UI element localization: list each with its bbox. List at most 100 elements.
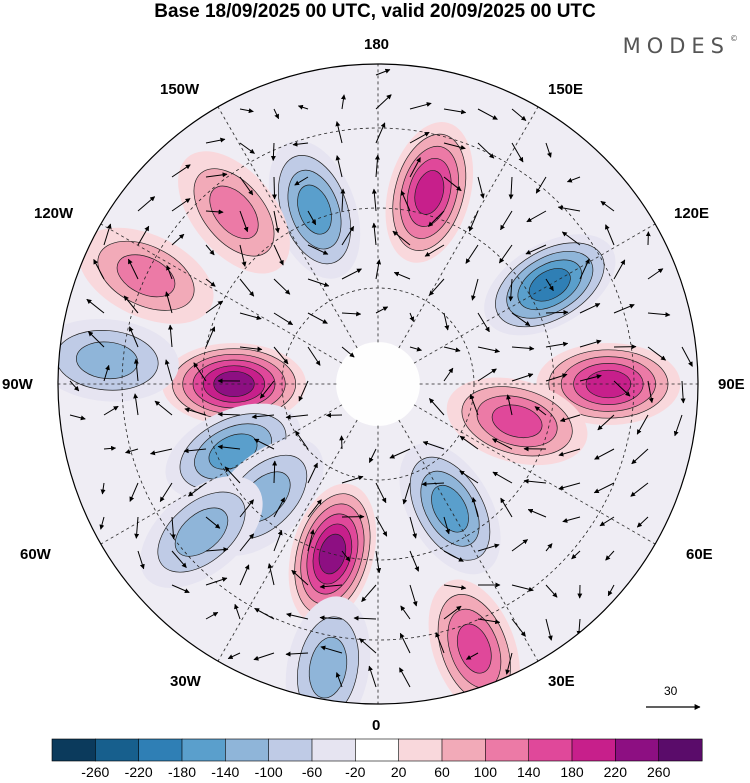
- wind-vector: [511, 345, 535, 351]
- wind-vector: [253, 438, 275, 450]
- wind-vector: [508, 278, 514, 302]
- wind-vector: [545, 142, 552, 158]
- wind-vector: [561, 231, 581, 246]
- wind-vector: [465, 244, 479, 264]
- wind-vector: [239, 533, 255, 552]
- wind-vector: [647, 312, 671, 318]
- wind-vector: [534, 406, 547, 416]
- wind-vector: [600, 200, 615, 212]
- lon-label-180: 180: [364, 36, 390, 53]
- wind-vector: [636, 516, 649, 528]
- wind-vector: [477, 142, 495, 159]
- colorbar-swatch-2: [138, 738, 183, 762]
- wind-vector: [557, 205, 581, 212]
- wind-vector: [375, 550, 382, 574]
- wind-vector: [465, 652, 479, 660]
- wind-vector: [93, 259, 105, 280]
- anomaly-neg-14-level-2: [174, 507, 229, 557]
- wind-vector: [498, 244, 513, 264]
- wind-vector: [389, 448, 411, 459]
- lon-label-120e: 120E: [674, 205, 710, 222]
- wind-vectors: [69, 68, 693, 688]
- anomaly-neg-1-level-3: [297, 184, 332, 235]
- wind-vector: [187, 482, 207, 497]
- wind-vector: [159, 482, 173, 503]
- wind-vector: [508, 176, 514, 200]
- wind-vector: [307, 346, 321, 366]
- wind-vector: [273, 346, 289, 365]
- wind-vector: [205, 611, 219, 620]
- wind-vector: [545, 618, 553, 641]
- anomaly-pos-7-level-5: [318, 533, 347, 575]
- colorbar-swatch-3: [181, 738, 226, 762]
- colorbar-swatch-6: [311, 738, 356, 762]
- wind-vector: [103, 445, 117, 451]
- wind-vector: [294, 430, 309, 450]
- colorbar-label: -100: [254, 764, 283, 780]
- colorbar-swatch-9: [441, 738, 486, 762]
- wind-vector: [254, 607, 275, 620]
- wind-vector: [270, 142, 276, 161]
- wind-vector: [422, 440, 445, 450]
- wind-vector: [477, 176, 485, 199]
- wind-vector: [409, 516, 418, 539]
- wind-vector: [605, 550, 615, 561]
- wind-vector: [103, 405, 119, 416]
- meridian-300: [100, 404, 343, 545]
- wind-vector: [205, 577, 228, 586]
- wind-vector: [409, 102, 432, 110]
- wind-vector: [399, 667, 411, 688]
- wind-vector: [443, 516, 451, 535]
- wind-vector: [471, 497, 479, 518]
- wind-vector: [566, 176, 581, 183]
- meridian-30: [398, 419, 539, 662]
- wind-vector: [558, 482, 581, 491]
- lon-label-90w: 90W: [2, 376, 33, 393]
- colorbar-label: 20: [390, 764, 407, 780]
- wind-vector: [307, 278, 330, 287]
- lon-label-120w: 120W: [34, 205, 74, 222]
- colorbar-swatch-14: [658, 738, 703, 762]
- wind-vector: [500, 497, 513, 518]
- wind-vector: [526, 210, 547, 223]
- wind-vector: [511, 312, 531, 327]
- wind-vector: [368, 665, 377, 688]
- wind-vector: [545, 309, 569, 315]
- wind-vector: [545, 373, 568, 382]
- wind-vector: [371, 188, 377, 212]
- wind-vector: [335, 672, 343, 688]
- wind-vector: [371, 222, 377, 246]
- wind-vector: [307, 244, 329, 255]
- wind-vector: [86, 298, 105, 314]
- wind-vector: [443, 346, 461, 353]
- graticule: [58, 64, 698, 704]
- wind-vector: [559, 414, 581, 423]
- wind-vector: [272, 460, 278, 484]
- wind-vector: [435, 632, 445, 654]
- meridian-210: [217, 106, 358, 349]
- wind-vector: [593, 482, 615, 494]
- wind-vector: [125, 448, 139, 454]
- wind-vector: [477, 346, 500, 354]
- wind-vector: [239, 312, 262, 321]
- meridian-120: [413, 223, 656, 364]
- lon-label-0: 0: [372, 717, 381, 734]
- colorbar-swatch-8: [398, 738, 443, 762]
- colorbar-label: 220: [603, 764, 627, 780]
- wind-vector: [597, 414, 615, 431]
- wind-vector: [393, 271, 411, 280]
- wind-vector: [375, 482, 387, 504]
- wind-vector: [164, 359, 173, 382]
- wind-vector: [375, 516, 388, 537]
- meridian-60: [413, 404, 656, 545]
- wind-vector: [492, 438, 513, 450]
- wind-vector: [273, 529, 283, 552]
- wind-vector: [459, 435, 479, 450]
- wind-vector: [341, 550, 351, 562]
- wind-vector: [545, 584, 558, 598]
- colorbar-label: 140: [517, 764, 541, 780]
- colorbar-swatch-0: [51, 738, 96, 762]
- wind-vector: [335, 155, 343, 178]
- wind-vector: [339, 435, 345, 450]
